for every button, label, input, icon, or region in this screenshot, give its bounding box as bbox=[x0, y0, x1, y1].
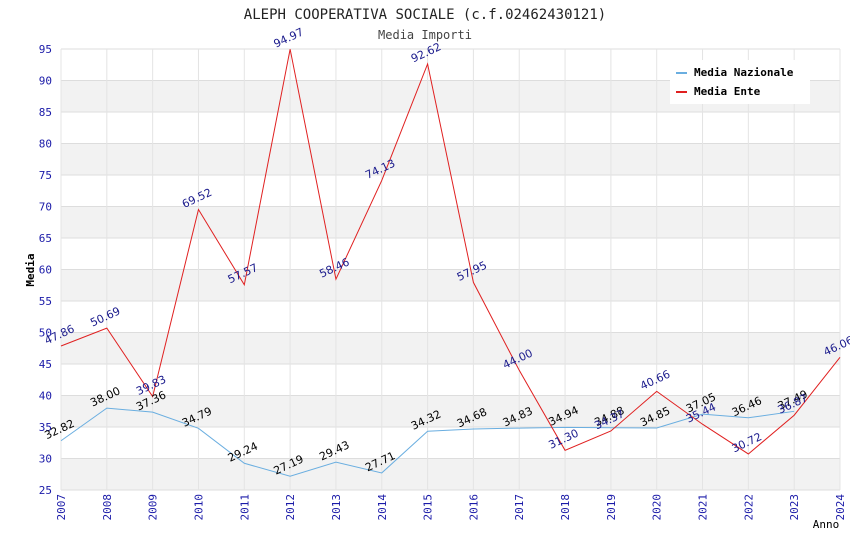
x-tick-label: 2017 bbox=[513, 494, 526, 521]
series-lines bbox=[60, 49, 841, 477]
plot-band bbox=[61, 364, 840, 396]
y-tick-label: 55 bbox=[39, 295, 52, 308]
series-line-media-ente bbox=[60, 49, 841, 455]
plot-band bbox=[61, 112, 840, 144]
y-tick-label: 50 bbox=[39, 327, 52, 340]
x-tick-label: 2016 bbox=[467, 494, 480, 521]
legend-label: Media Nazionale bbox=[694, 66, 794, 79]
plot-band bbox=[61, 427, 840, 459]
plot-band bbox=[61, 175, 840, 207]
x-tick-label: 2021 bbox=[697, 494, 710, 521]
y-tick-label: 45 bbox=[39, 358, 52, 371]
legend-label: Media Ente bbox=[694, 85, 761, 98]
x-tick-label: 2007 bbox=[55, 494, 68, 521]
plot-band bbox=[61, 458, 840, 490]
y-tick-label: 80 bbox=[39, 138, 52, 151]
legend-box bbox=[670, 60, 810, 104]
x-axis-ticks: 2007 2008 2009 2010 2011 2012 2013 2014 2015 2016… bbox=[55, 494, 847, 521]
data-label: 94.97 bbox=[272, 25, 306, 50]
y-tick-label: 75 bbox=[39, 169, 52, 182]
y-tick-label: 70 bbox=[39, 201, 52, 214]
y-tick-label: 60 bbox=[39, 264, 52, 277]
y-tick-label: 25 bbox=[39, 484, 52, 497]
x-tick-label: 2018 bbox=[559, 494, 572, 521]
x-tick-label: 2010 bbox=[192, 494, 205, 521]
y-tick-label: 30 bbox=[39, 453, 52, 466]
y-tick-label: 65 bbox=[39, 232, 52, 245]
x-tick-label: 2009 bbox=[147, 494, 160, 521]
y-tick-label: 85 bbox=[39, 106, 52, 119]
plot-band bbox=[61, 269, 840, 301]
plot-band bbox=[61, 143, 840, 175]
legend: Media Nazionale Media Ente bbox=[670, 60, 810, 104]
x-tick-label: 2019 bbox=[605, 494, 618, 521]
x-tick-label: 2013 bbox=[330, 494, 343, 521]
plot-grid bbox=[60, 48, 841, 491]
plot-bands bbox=[61, 49, 840, 490]
plot-band bbox=[61, 395, 840, 427]
y-tick-label: 35 bbox=[39, 421, 52, 434]
x-axis-label: Anno bbox=[813, 518, 840, 531]
x-tick-label: 2008 bbox=[101, 494, 114, 521]
x-tick-label: 2014 bbox=[376, 494, 389, 521]
x-tick-label: 2024 bbox=[834, 494, 847, 521]
y-axis-ticks: 25 30 35 40 45 50 55 60 65 70 75 80 85 90 95 bbox=[39, 43, 52, 497]
chart-title: ALEPH COOPERATIVA SOCIALE (c.f.024624301… bbox=[244, 7, 606, 23]
x-tick-label: 2023 bbox=[788, 494, 801, 521]
x-tick-label: 2020 bbox=[651, 494, 664, 521]
plot-band bbox=[61, 206, 840, 238]
x-tick-label: 2012 bbox=[284, 494, 297, 521]
x-tick-label: 2011 bbox=[238, 494, 251, 521]
x-tick-label: 2022 bbox=[742, 494, 755, 521]
plot-band bbox=[61, 238, 840, 270]
chart-subtitle: Media Importi bbox=[378, 28, 472, 42]
y-tick-label: 90 bbox=[39, 75, 52, 88]
plot-band bbox=[61, 301, 840, 333]
y-tick-label: 40 bbox=[39, 390, 52, 403]
plot-band bbox=[61, 332, 840, 364]
y-axis-label: Media bbox=[24, 253, 37, 286]
x-tick-label: 2015 bbox=[422, 494, 435, 521]
y-tick-label: 95 bbox=[39, 43, 52, 56]
series-line-media-nazionale bbox=[60, 407, 795, 477]
